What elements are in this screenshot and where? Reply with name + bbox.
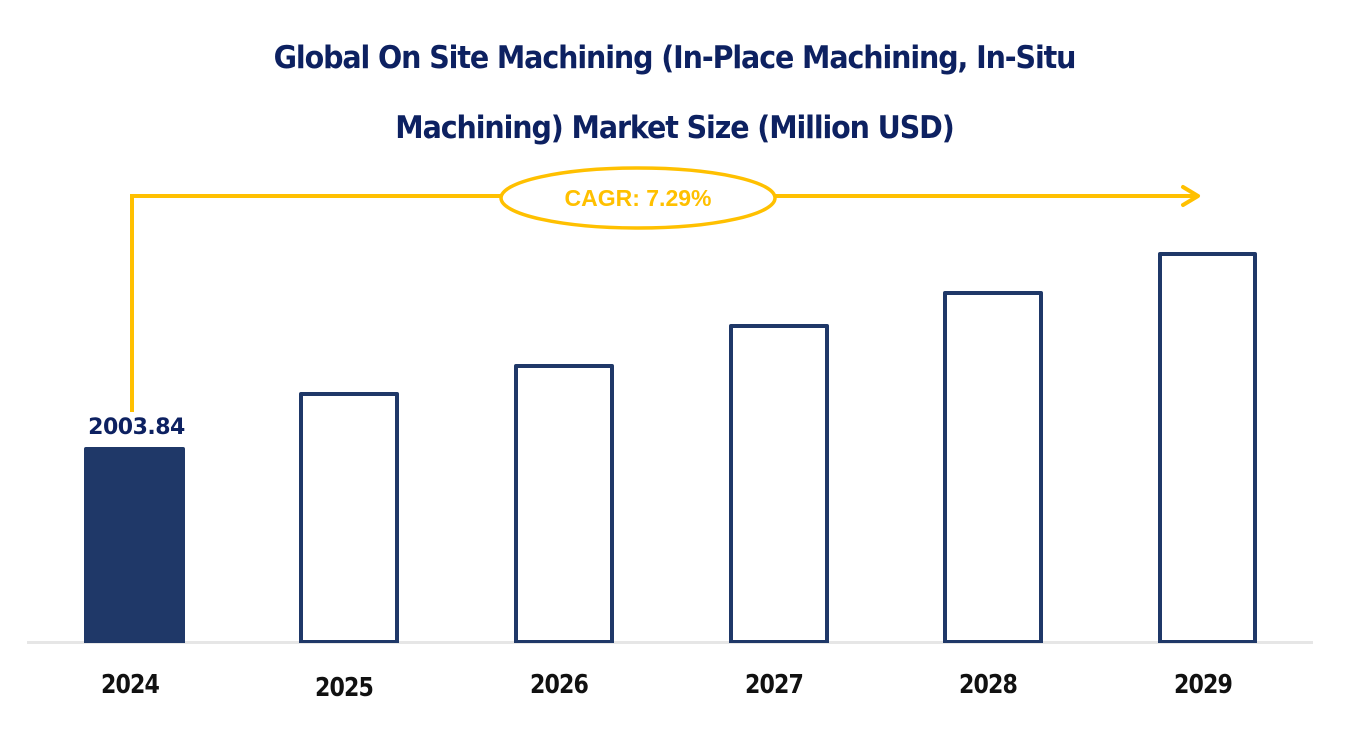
chart-title-line-1: Global On Site Machining (In-Place Machi…	[273, 40, 1077, 76]
cagr-annotation: CAGR: 7.29%	[564, 185, 712, 211]
x-axis-label-2026: 2026	[529, 670, 589, 700]
x-axis-label-2028: 2028	[958, 670, 1018, 700]
bar-2027	[729, 324, 829, 643]
x-axis-label-2025: 2025	[314, 673, 374, 703]
bar-2024	[84, 447, 185, 643]
chart-title-line-2: Machining) Market Size (Million USD)	[395, 110, 954, 146]
bar-2029	[1158, 252, 1257, 643]
bar-2026	[514, 364, 614, 643]
x-axis-label-2029: 2029	[1173, 670, 1232, 700]
x-axis-label-2027: 2027	[744, 670, 804, 700]
bar-2028	[943, 291, 1043, 643]
data-label-2024: 2003.84	[88, 415, 185, 440]
bar-2025	[299, 392, 399, 643]
x-axis-line	[27, 641, 1313, 644]
x-axis-label-2024: 2024	[100, 670, 159, 700]
